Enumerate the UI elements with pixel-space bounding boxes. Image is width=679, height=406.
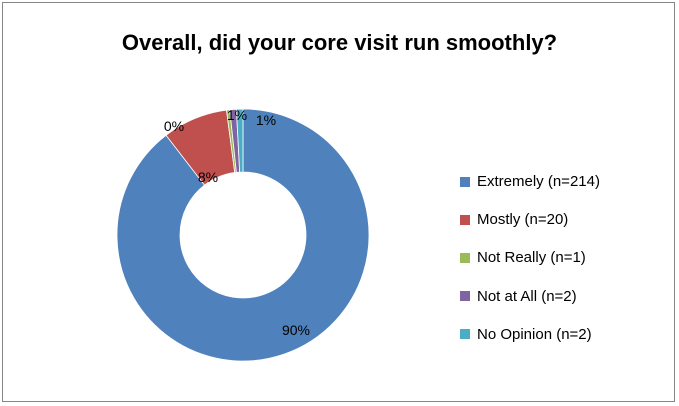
legend-label: No Opinion (n=2): [477, 325, 592, 343]
legend-swatch: [460, 329, 470, 340]
data-label-not-really: 0%: [164, 118, 184, 134]
legend-item-mostly: Mostly (n=20): [460, 210, 600, 229]
donut-slice-extremely: [116, 108, 370, 362]
chart-title: Overall, did your core visit run smoothl…: [121, 30, 558, 55]
legend-label: Mostly (n=20): [477, 211, 569, 229]
legend-swatch: [460, 176, 470, 187]
legend-label: Not Really (n=1): [477, 249, 586, 267]
legend: Extremely (n=214) Mostly (n=20) Not Real…: [460, 172, 600, 363]
legend-item-extremely: Extremely (n=214): [460, 172, 600, 191]
legend-label: Extremely (n=214): [477, 173, 600, 190]
legend-swatch: [460, 291, 470, 302]
donut-slice-no-opinion: [235, 108, 244, 173]
data-label-no-opinion: 1%: [256, 112, 276, 128]
legend-item-no-opinion: No Opinion (n=2): [460, 325, 600, 344]
data-label-mostly: 8%: [198, 169, 218, 185]
data-label-extremely: 90%: [282, 322, 310, 338]
legend-item-not-at-all: Not at All (n=2): [460, 287, 600, 306]
legend-swatch: [460, 214, 470, 225]
legend-swatch: [460, 252, 470, 263]
legend-item-not-really: Not Really (n=1): [460, 248, 600, 267]
legend-label: Not at All (n=2): [477, 287, 577, 305]
data-label-not-at-all: 1%: [227, 107, 247, 123]
